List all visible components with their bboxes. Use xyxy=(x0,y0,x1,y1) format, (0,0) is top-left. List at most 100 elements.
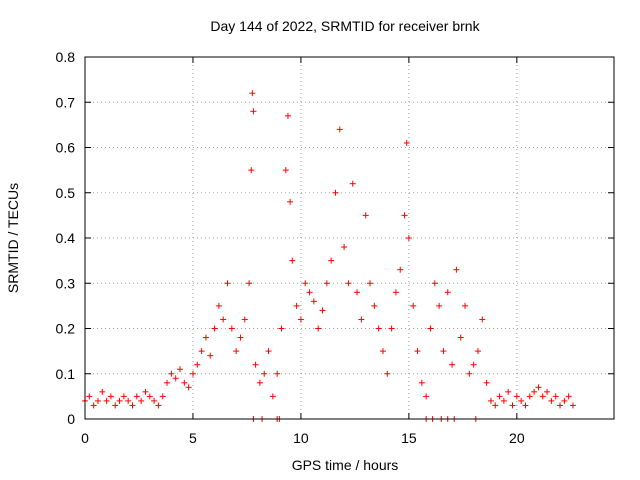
data-point xyxy=(470,361,477,368)
data-point xyxy=(185,384,192,391)
data-points xyxy=(82,90,576,422)
data-point xyxy=(444,289,451,296)
x-tick-label: 20 xyxy=(509,430,525,446)
data-point xyxy=(90,402,97,409)
data-point xyxy=(403,139,410,146)
data-point xyxy=(332,189,339,196)
data-point xyxy=(103,397,110,404)
data-point xyxy=(557,402,564,409)
data-point xyxy=(207,352,214,359)
data-point xyxy=(146,393,153,400)
data-point xyxy=(138,397,145,404)
data-point xyxy=(388,325,395,332)
data-point xyxy=(531,388,538,395)
grid-lines xyxy=(85,57,614,419)
y-tick-label: 0.8 xyxy=(56,49,76,65)
data-point xyxy=(99,388,106,395)
data-point xyxy=(328,257,335,264)
data-point xyxy=(397,266,404,273)
data-point xyxy=(522,402,529,409)
data-point xyxy=(315,325,322,332)
data-point xyxy=(215,302,222,309)
data-point xyxy=(241,316,248,323)
data-point xyxy=(414,348,421,355)
data-point xyxy=(256,379,263,386)
data-point xyxy=(336,126,343,133)
data-point xyxy=(107,393,114,400)
chart-title: Day 144 of 2022, SRMTID for receiver brn… xyxy=(210,18,480,34)
data-point xyxy=(198,348,205,355)
data-point xyxy=(116,397,123,404)
data-point xyxy=(265,348,272,355)
data-point xyxy=(500,397,507,404)
data-point xyxy=(323,280,330,287)
data-point xyxy=(289,257,296,264)
data-point xyxy=(224,280,231,287)
data-point xyxy=(548,397,555,404)
x-tick-label: 10 xyxy=(293,430,309,446)
data-point xyxy=(233,348,240,355)
data-point xyxy=(249,90,256,97)
data-point xyxy=(284,112,291,119)
data-point xyxy=(509,402,516,409)
data-point xyxy=(306,289,313,296)
data-point xyxy=(561,397,568,404)
data-point xyxy=(287,198,294,205)
x-tick-label: 15 xyxy=(401,430,417,446)
data-point xyxy=(375,325,382,332)
data-point xyxy=(246,280,253,287)
data-point xyxy=(237,334,244,341)
data-point xyxy=(354,289,361,296)
data-point xyxy=(220,316,227,323)
y-tick-label: 0.5 xyxy=(56,185,76,201)
y-tick-label: 0.7 xyxy=(56,94,76,110)
data-point xyxy=(466,370,473,377)
data-point xyxy=(535,384,542,391)
data-point xyxy=(401,212,408,219)
data-point xyxy=(293,302,300,309)
data-point xyxy=(423,393,430,400)
data-point xyxy=(449,361,456,368)
data-point xyxy=(177,366,184,373)
data-point xyxy=(462,302,469,309)
data-point xyxy=(544,388,551,395)
x-tick-label: 0 xyxy=(81,430,89,446)
axis-ticks: 0 0.1 0.2 0.3 0.4 0.5 0.6 0.7 0.8 0 5 10 15 20 xyxy=(56,49,614,446)
data-point xyxy=(539,393,546,400)
data-point xyxy=(496,393,503,400)
data-point xyxy=(297,316,304,323)
data-point xyxy=(565,393,572,400)
data-point xyxy=(410,302,417,309)
data-point xyxy=(168,370,175,377)
data-point xyxy=(427,325,434,332)
y-tick-label: 0 xyxy=(67,411,75,427)
data-point xyxy=(248,167,255,174)
data-point xyxy=(261,370,268,377)
x-axis-label: GPS time / hours xyxy=(292,457,399,473)
y-tick-label: 0.6 xyxy=(56,140,76,156)
data-point xyxy=(302,280,309,287)
data-point xyxy=(194,361,201,368)
data-point xyxy=(371,302,378,309)
data-point xyxy=(405,235,412,241)
data-point xyxy=(155,402,162,409)
data-point xyxy=(552,393,559,400)
data-point xyxy=(181,379,188,386)
y-tick-label: 0.4 xyxy=(56,230,76,246)
data-point xyxy=(164,379,171,386)
data-point xyxy=(151,397,158,404)
data-point xyxy=(129,402,136,409)
data-point xyxy=(269,393,276,400)
data-point xyxy=(487,397,494,404)
data-point xyxy=(172,375,179,382)
data-point xyxy=(250,108,257,115)
data-point xyxy=(125,397,132,404)
data-point xyxy=(282,167,289,174)
data-point xyxy=(518,397,525,404)
data-point xyxy=(120,393,127,400)
x-tick-label: 5 xyxy=(189,430,197,446)
data-point xyxy=(453,266,460,273)
data-point xyxy=(483,379,490,386)
data-point xyxy=(431,280,438,287)
data-point xyxy=(569,402,576,409)
